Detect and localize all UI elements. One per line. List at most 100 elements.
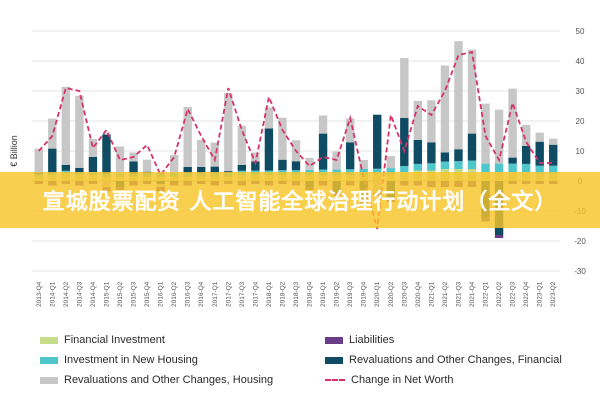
bar-segment	[197, 139, 206, 167]
bar-segment	[291, 161, 301, 171]
bar-segment	[427, 163, 436, 171]
x-tick-label: 2020-Q3	[401, 281, 408, 307]
x-tick-label: 2022-Q1	[483, 281, 490, 307]
bar-segment	[318, 115, 328, 134]
bar-segment	[61, 86, 71, 165]
legend-swatch	[325, 336, 343, 344]
x-tick-label: 2014-Q3	[76, 281, 83, 307]
legend: Financial Investment Investment in New H…	[40, 334, 600, 394]
bar-segment	[115, 146, 125, 174]
net-worth-line	[38, 50, 554, 230]
legend-label: Revaluations and Other Changes, Housing	[64, 374, 274, 386]
bar-segment	[318, 133, 328, 170]
x-tick-label: 2015-Q4	[144, 281, 151, 307]
bar-segment	[508, 157, 517, 164]
bar-segment	[237, 125, 247, 165]
x-tick-label: 2014-Q4	[90, 281, 97, 307]
bar-segment	[549, 165, 558, 174]
bar-segment	[102, 134, 111, 174]
x-tick-label: 2018-Q1	[266, 281, 273, 307]
ad-banner-overlay: 宣城股票配资 人工智能全球治理行动计划（全文）	[0, 172, 600, 228]
bar-segment	[210, 166, 219, 173]
banner-text: 宣城股票配资 人工智能全球治理行动计划（全文）	[42, 190, 558, 215]
x-tick-label: 2020-Q2	[388, 281, 395, 307]
bar-segment	[373, 114, 382, 169]
bar-segment	[345, 142, 355, 170]
legend-item-liabilities: Liabilities	[325, 334, 394, 346]
bar-segment	[440, 161, 450, 169]
bar-segment	[467, 133, 477, 161]
bar-segment	[61, 164, 71, 171]
bar-segment	[413, 139, 423, 164]
x-tick-label: 2017-Q3	[239, 281, 246, 307]
legend-swatch	[325, 356, 343, 364]
bar-segment	[251, 161, 260, 171]
x-tick-label: 2019-Q4	[361, 281, 368, 307]
x-tick-label: 2021-Q2	[442, 281, 449, 307]
bar-segment	[413, 163, 423, 171]
legend-item-new-housing: Investment in New Housing	[40, 354, 198, 366]
x-tick-label: 2023-Q2	[550, 281, 557, 307]
bar-segment	[88, 157, 98, 172]
bar-segment	[129, 161, 138, 174]
x-tick-label: 2014-Q1	[49, 281, 56, 307]
bar-segment	[88, 139, 98, 157]
bar-segment	[481, 163, 490, 172]
bar-segment	[494, 163, 504, 172]
y-tick-label: 10	[576, 147, 585, 156]
legend-label: Revaluations and Other Changes, Financia…	[349, 354, 562, 366]
x-tick-label: 2021-Q3	[455, 281, 462, 307]
legend-item-financial-investment: Financial Investment	[40, 334, 165, 346]
x-tick-label: 2018-Q3	[293, 281, 300, 307]
bar-segment	[210, 142, 219, 167]
legend-dash-line	[325, 379, 345, 381]
bar-segment	[75, 95, 84, 168]
bar-segment	[440, 65, 450, 153]
y-tick-label: -20	[574, 237, 586, 246]
x-tick-label: 2022-Q3	[510, 281, 517, 307]
bar-segment	[224, 171, 233, 173]
x-tick-label: 2015-Q2	[117, 281, 124, 307]
bar-segment	[34, 148, 43, 173]
bar-segment	[467, 49, 477, 134]
legend-item-reval-financial: Revaluations and Other Changes, Financia…	[325, 354, 562, 366]
x-tick-label: 2020-Q1	[374, 281, 381, 307]
x-tick-label: 2017-Q1	[212, 281, 219, 307]
x-tick-label: 2021-Q1	[428, 281, 435, 307]
x-tick-label: 2018-Q4	[307, 281, 314, 307]
bar-segment	[142, 159, 152, 172]
bar-segment	[237, 164, 247, 171]
x-tick-label: 2018-Q2	[279, 281, 286, 307]
bar-segment	[75, 167, 84, 173]
bar-segment	[278, 159, 287, 171]
legend-swatch	[40, 376, 58, 384]
bar-segment	[278, 117, 287, 160]
x-tick-label: 2017-Q4	[252, 281, 259, 307]
bar-segment	[183, 166, 192, 173]
y-tick-label: 30	[576, 87, 585, 96]
x-tick-label: 2016-Q2	[171, 281, 178, 307]
bar-segment	[251, 152, 260, 162]
chart-canvas: -30-20-1001020304050€ Billion2013-Q42014…	[9, 27, 586, 307]
legend-label: Liabilities	[349, 334, 395, 346]
bar-segment	[400, 58, 409, 118]
legend-swatch	[40, 336, 58, 344]
bar-segment	[386, 156, 395, 169]
x-tick-label: 2019-Q2	[334, 281, 341, 307]
bar-segment	[535, 132, 544, 142]
bar-segment	[373, 168, 382, 174]
bar-segment	[48, 148, 57, 173]
bar-segment	[454, 149, 463, 162]
bar-segment	[535, 165, 544, 174]
x-tick-label: 2023-Q1	[537, 281, 544, 307]
bar-segment	[264, 128, 274, 171]
legend-label: Change in Net Worth	[351, 374, 454, 386]
legend-label: Financial Investment	[64, 334, 165, 346]
bar-segment	[413, 100, 423, 140]
x-tick-label: 2020-Q4	[415, 281, 422, 307]
bar-segment	[345, 118, 355, 143]
x-tick-label: 2015-Q1	[103, 281, 110, 307]
y-tick-label: 40	[576, 57, 585, 66]
bar-segment	[467, 160, 477, 169]
bar-segment	[521, 163, 531, 172]
